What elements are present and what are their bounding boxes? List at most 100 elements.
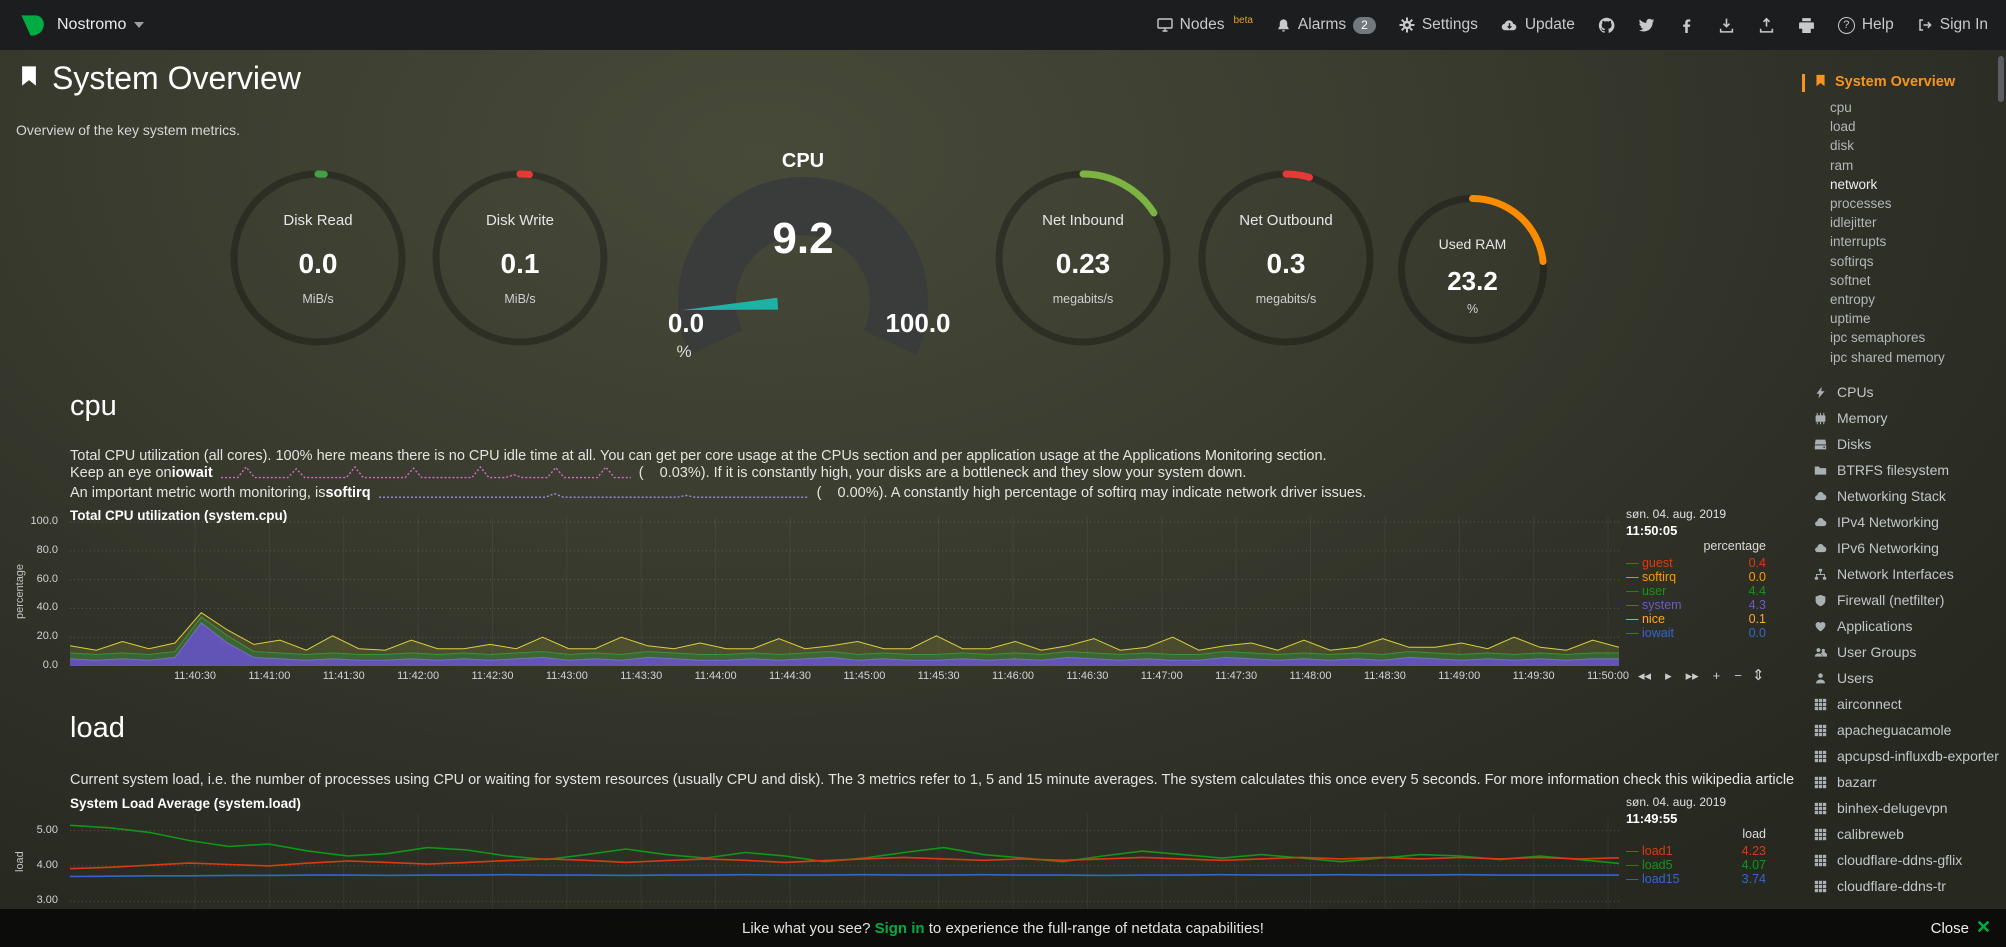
chart-toolbar-button[interactable]: ▸▸ [1685, 668, 1699, 683]
sidebar-subitem[interactable]: interrupts [1830, 234, 1887, 250]
nav-settings[interactable]: Settings [1399, 16, 1478, 34]
hostname-dropdown[interactable]: Nostromo [57, 16, 145, 34]
sidebar-item-system-overview[interactable]: System Overview [1814, 72, 2002, 92]
chart-toolbar-button[interactable]: + [1712, 668, 1721, 683]
sidebar-subitem[interactable]: ram [1830, 157, 1854, 173]
load-chart-plot[interactable] [70, 814, 1619, 909]
sidebar-section-item[interactable]: Disks [1814, 431, 2002, 457]
chart-toolbar-button[interactable]: ◂◂ [1638, 668, 1652, 683]
page-subtitle: Overview of the key system metrics. [16, 122, 241, 138]
sidebar-section-item[interactable]: apacheguacamole [1814, 717, 2002, 743]
sign-in-link[interactable]: Sign in [874, 919, 925, 937]
sidebar-section-item[interactable]: BTRFS filesystem [1814, 457, 2002, 483]
cloud-icon [1814, 483, 1829, 509]
bell-icon [1276, 18, 1291, 33]
sidebar-section-item[interactable]: apcupsd-influxdb-exporter [1814, 743, 2002, 769]
sitemap-icon [1814, 561, 1829, 587]
gauge-ring [1398, 195, 1547, 344]
nav-alarms[interactable]: Alarms 2 [1276, 16, 1376, 34]
gauge-cpu[interactable]: CPU 9.2 0.0 100.0 % [643, 150, 963, 365]
sidebar-subitem[interactable]: softnet [1830, 272, 1871, 288]
sidebar-section-item[interactable]: IPv6 Networking [1814, 535, 2002, 561]
x-axis-label: 11:44:00 [694, 670, 737, 682]
sidebar-subitem[interactable]: idlejitter [1830, 215, 1877, 231]
sidebar-section-item[interactable]: CPUs [1814, 379, 2002, 405]
sidebar-section-item[interactable]: Memory [1814, 405, 2002, 431]
print-icon[interactable] [1798, 17, 1815, 34]
sidebar-subitem[interactable]: entropy [1830, 292, 1876, 308]
sidebar-subitems: cpu load disk ram network processes idlejitter… [1814, 98, 2002, 367]
nav-update[interactable]: Update [1501, 16, 1575, 34]
gauge-net-inbound[interactable]: Net Inbound 0.23 megabits/s [993, 168, 1173, 348]
folder-icon [1814, 457, 1829, 483]
sidebar-section-item[interactable]: calibreweb [1814, 821, 2002, 847]
sidebar-subitem[interactable]: ipc shared memory [1830, 349, 1945, 365]
sidebar-section-item[interactable]: User Groups [1814, 639, 2002, 665]
sidebar-section-item[interactable]: cloudflare-ddns-tr [1814, 873, 2002, 899]
nav-help[interactable]: ? Help [1837, 16, 1894, 34]
load-chart-title: System Load Average (system.load) [70, 796, 301, 811]
netdata-logo-icon[interactable] [18, 12, 45, 39]
gauge-units: % [1466, 302, 1479, 316]
gauge-title: Disk Write [485, 212, 555, 229]
close-banner-button[interactable]: Close [1931, 920, 1990, 937]
gauge-value: 0.3 [1266, 248, 1306, 279]
x-axis-label: 11:46:30 [1066, 670, 1109, 682]
sidebar-subitem[interactable]: ipc semaphores [1830, 330, 1926, 346]
sidebar-scrollbar[interactable] [1998, 56, 2004, 102]
download-icon[interactable] [1718, 17, 1735, 34]
sidebar-subitem[interactable]: network [1830, 176, 1878, 192]
sidebar-section-item[interactable]: bazarr [1814, 769, 2002, 795]
sidebar-subitem[interactable]: disk [1830, 138, 1855, 154]
chart-toolbar-button[interactable]: ▸ [1665, 668, 1672, 683]
sidebar-section-item[interactable]: binhex-delugevpn [1814, 795, 2002, 821]
twitter-icon[interactable] [1638, 17, 1655, 34]
sidebar-section-item[interactable]: Firewall (netfilter) [1814, 587, 2002, 613]
sidebar-subitem[interactable]: uptime [1830, 311, 1871, 327]
gauge-needle [682, 297, 779, 311]
sidebar-section-item[interactable]: airconnect [1814, 691, 2002, 717]
sidebar-subitem[interactable]: load [1830, 119, 1856, 135]
sidebar-section-item[interactable]: Applications [1814, 613, 2002, 639]
gauge-net-outbound[interactable]: Net Outbound 0.3 megabits/s [1196, 168, 1376, 348]
cpu-chart-plot[interactable] [70, 516, 1619, 666]
facebook-icon[interactable] [1678, 17, 1695, 34]
gauge-used-ram[interactable]: Used RAM 23.2 % [1395, 192, 1550, 347]
x-axis-label: 11:49:00 [1438, 670, 1481, 682]
upload-icon[interactable] [1758, 17, 1775, 34]
sidebar-subitem[interactable]: softirqs [1830, 253, 1874, 269]
load-section-heading: load [70, 712, 125, 744]
chart-toolbar-button[interactable]: − [1734, 668, 1742, 683]
softirq-sparkline[interactable] [378, 485, 809, 501]
grid-icon [1814, 717, 1829, 743]
chart-resize-handle[interactable]: ⇕ [1752, 667, 1765, 684]
top-navbar: Nostromo Nodes beta Alarms 2 Settings Up… [0, 0, 2006, 50]
iowait-sparkline[interactable] [220, 465, 631, 481]
sidebar-subitem[interactable]: processes [1830, 196, 1892, 212]
x-axis-label: 11:43:30 [620, 670, 663, 682]
sidebar-section-item[interactable]: Network Interfaces [1814, 561, 2002, 587]
sidebar-subitem[interactable]: cpu [1830, 100, 1852, 115]
gauge-disk-read[interactable]: Disk Read 0.0 MiB/s [228, 168, 408, 348]
sidebar-section-item[interactable]: Networking Stack [1814, 483, 2002, 509]
y-axis-label: 0.0 [42, 659, 58, 671]
sidebar-sections: CPUs Memory Disks BTRFS filesystem Networkin… [1814, 379, 2002, 899]
sidebar-section-item[interactable]: cloudflare-ddns-gflix [1814, 847, 2002, 873]
sidebar-section-item[interactable]: Users [1814, 665, 2002, 691]
sidebar-section-item[interactable]: IPv4 Networking [1814, 509, 2002, 535]
monitor-icon [1156, 17, 1173, 33]
nav-nodes[interactable]: Nodes beta [1156, 15, 1253, 34]
github-icon[interactable] [1598, 17, 1615, 34]
nav-sign-in[interactable]: Sign In [1917, 16, 1988, 34]
gauge-disk-write[interactable]: Disk Write 0.1 MiB/s [430, 168, 610, 348]
